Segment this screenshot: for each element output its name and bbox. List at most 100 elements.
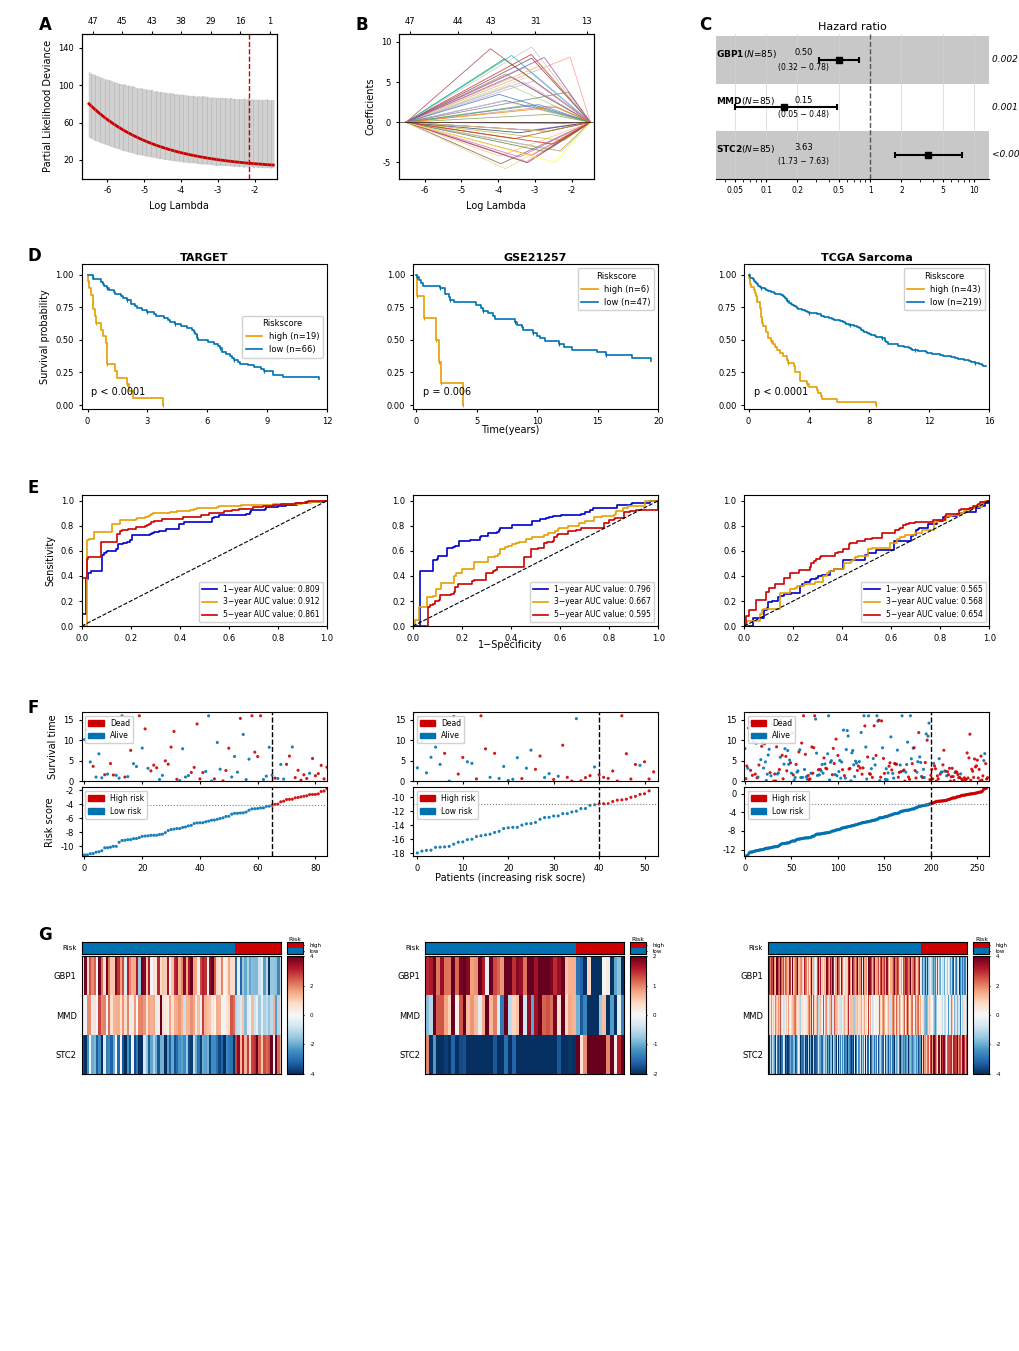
Point bbox=[907, 767, 923, 789]
Point bbox=[427, 736, 443, 758]
Point bbox=[741, 712, 757, 734]
Point bbox=[897, 800, 913, 821]
Point bbox=[790, 742, 806, 763]
5−year AUC value: 0.654: (0.655, 0.807): 0.654: (0.655, 0.807) bbox=[898, 517, 910, 534]
Point bbox=[827, 819, 844, 840]
Point bbox=[871, 807, 888, 828]
Legend: Dead, Alive: Dead, Alive bbox=[86, 716, 132, 743]
Point bbox=[815, 747, 832, 769]
Text: $\mathbf{STC2}$($N$=85): $\mathbf{STC2}$($N$=85) bbox=[715, 143, 774, 154]
Point bbox=[892, 801, 908, 823]
Point bbox=[950, 786, 966, 808]
Point bbox=[252, 705, 268, 727]
Point bbox=[418, 839, 434, 861]
Point bbox=[842, 816, 858, 838]
Point bbox=[944, 758, 960, 780]
Point bbox=[105, 765, 121, 786]
Point bbox=[454, 747, 471, 769]
Point bbox=[108, 835, 124, 857]
Point bbox=[813, 754, 829, 775]
Point bbox=[481, 823, 497, 844]
Point bbox=[965, 782, 981, 804]
Point bbox=[821, 821, 838, 843]
Point bbox=[618, 743, 634, 765]
Point bbox=[431, 754, 447, 775]
Point bbox=[902, 705, 918, 727]
Point bbox=[272, 792, 288, 813]
Point bbox=[261, 796, 277, 817]
Text: <0.001 ***: <0.001 *** bbox=[991, 150, 1019, 159]
Point bbox=[915, 794, 931, 816]
Point bbox=[281, 789, 298, 811]
Point bbox=[244, 705, 260, 727]
Point bbox=[810, 765, 826, 786]
Point bbox=[792, 828, 808, 850]
Point bbox=[743, 842, 759, 863]
Point bbox=[969, 767, 985, 789]
3−year AUC value: 0.667: (0.596, 0.78): 0.667: (0.596, 0.78) bbox=[552, 520, 565, 536]
Point bbox=[794, 766, 810, 788]
5−year AUC value: 0.861: (0.612, 0.923): 0.861: (0.612, 0.923) bbox=[225, 503, 237, 519]
Point bbox=[577, 767, 593, 789]
Point bbox=[895, 759, 911, 781]
1−year AUC value: 0.565: (0.701, 0.763): 0.565: (0.701, 0.763) bbox=[909, 523, 921, 539]
Text: C: C bbox=[699, 16, 711, 34]
3−year AUC value: 0.568: (1, 1): 0.568: (1, 1) bbox=[982, 493, 995, 509]
Line: 1−year AUC value: 0.796: 1−year AUC value: 0.796 bbox=[413, 501, 657, 626]
Y-axis label: Risk score: Risk score bbox=[45, 797, 55, 847]
Point bbox=[128, 828, 145, 850]
Point bbox=[518, 758, 534, 780]
Point bbox=[837, 816, 853, 838]
Point bbox=[185, 757, 202, 778]
Point bbox=[923, 793, 940, 815]
Point bbox=[833, 817, 849, 839]
Point bbox=[296, 785, 312, 807]
Point bbox=[604, 761, 621, 782]
Y-axis label: Survival probability: Survival probability bbox=[40, 289, 50, 384]
Point bbox=[950, 767, 966, 789]
Point bbox=[608, 789, 625, 811]
Point bbox=[787, 830, 803, 851]
Point bbox=[599, 793, 615, 815]
Point bbox=[928, 790, 945, 812]
Point bbox=[902, 798, 918, 820]
Point bbox=[856, 812, 872, 834]
Point bbox=[851, 758, 867, 780]
Point bbox=[114, 830, 130, 851]
Point bbox=[745, 840, 761, 862]
Point bbox=[739, 844, 755, 866]
Point bbox=[817, 821, 834, 843]
Point bbox=[111, 831, 127, 852]
Point bbox=[873, 807, 890, 828]
Point bbox=[217, 805, 233, 827]
Point bbox=[316, 769, 332, 790]
Point bbox=[819, 821, 836, 843]
Point bbox=[945, 788, 961, 809]
Text: E: E bbox=[28, 478, 39, 497]
5−year AUC value: 0.654: (0.636, 0.784): 0.654: (0.636, 0.784) bbox=[894, 520, 906, 536]
Point bbox=[436, 743, 452, 765]
Point bbox=[887, 753, 903, 774]
Point bbox=[736, 738, 752, 759]
Point bbox=[954, 770, 970, 792]
Point bbox=[783, 831, 799, 852]
3−year AUC value: 0.667: (0.59, 0.763): 0.667: (0.59, 0.763) bbox=[551, 523, 564, 539]
Point bbox=[765, 836, 782, 858]
Point bbox=[931, 763, 948, 785]
Point bbox=[871, 766, 888, 788]
Point bbox=[824, 738, 841, 759]
Point bbox=[946, 788, 962, 809]
Point bbox=[876, 807, 893, 828]
Point bbox=[813, 823, 829, 844]
Point bbox=[941, 758, 957, 780]
5−year AUC value: 0.861: (0.964, 1): 0.861: (0.964, 1) bbox=[312, 493, 324, 509]
Point bbox=[772, 834, 789, 855]
Point bbox=[888, 754, 904, 775]
Point bbox=[917, 723, 933, 744]
Point bbox=[774, 767, 791, 789]
Point bbox=[523, 739, 539, 761]
5−year AUC value: 0.595: (0.859, 0.914): 0.595: (0.859, 0.914) bbox=[616, 504, 629, 520]
Point bbox=[143, 761, 159, 782]
Point bbox=[631, 784, 647, 805]
Point bbox=[860, 811, 876, 832]
